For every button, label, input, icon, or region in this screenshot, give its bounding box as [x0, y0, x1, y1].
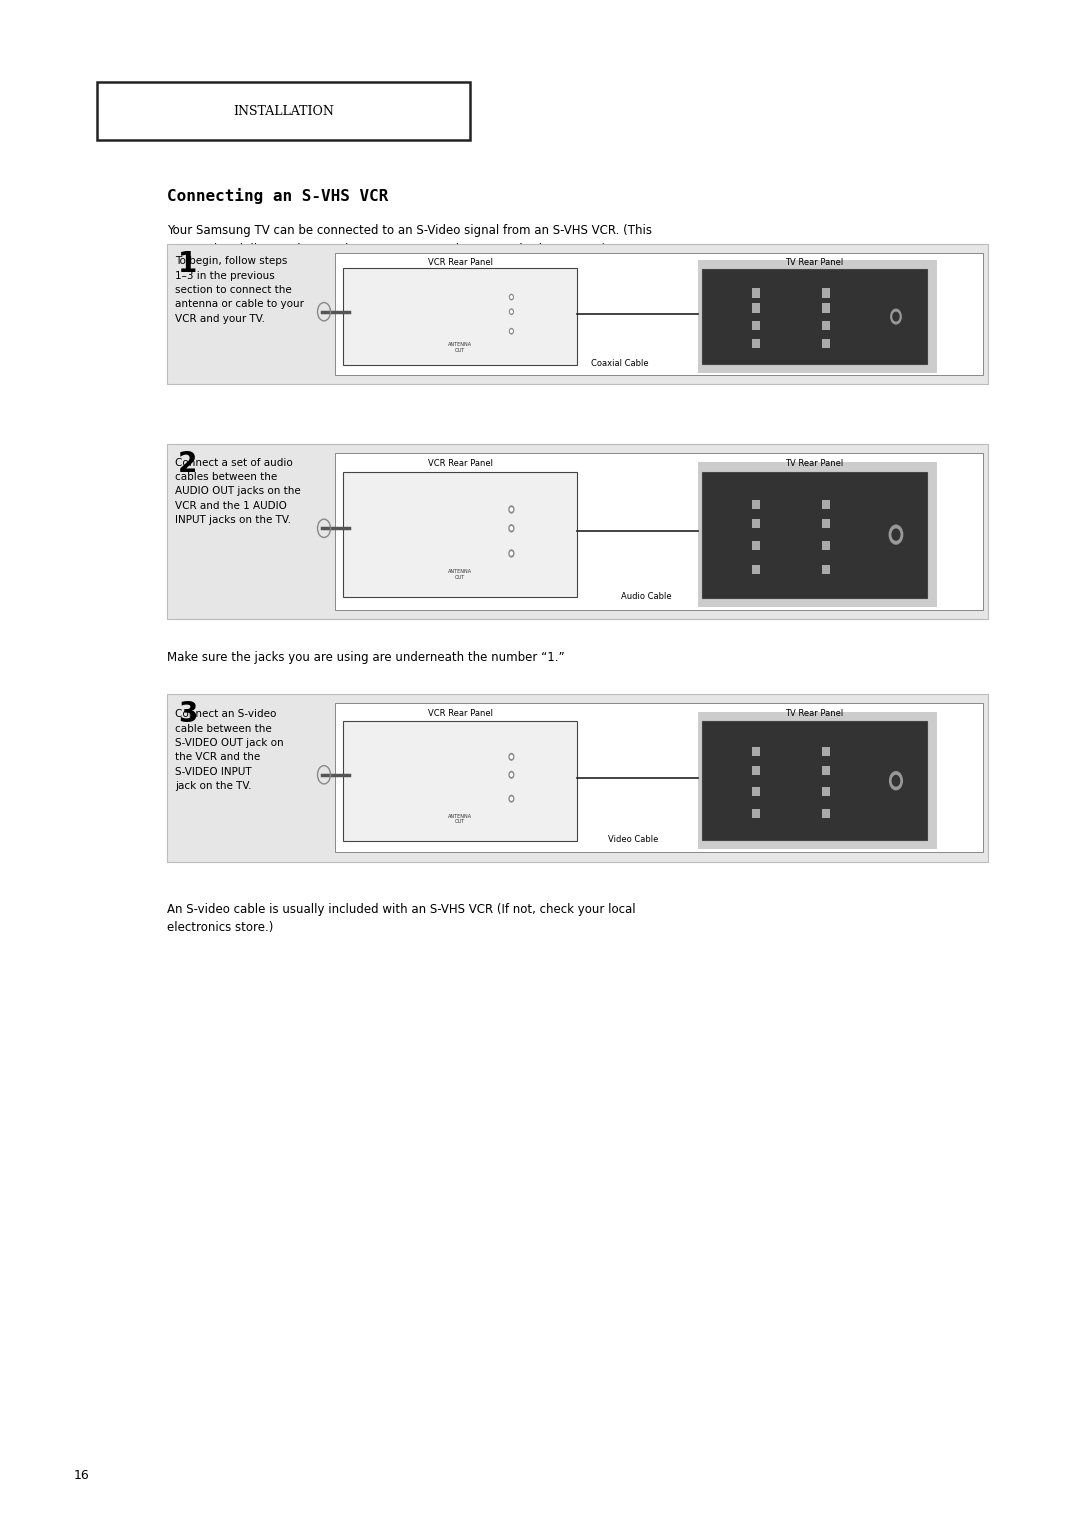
Text: ANTENNA
OUT: ANTENNA OUT	[448, 343, 472, 354]
Circle shape	[509, 753, 514, 759]
Bar	[752, 564, 760, 573]
Bar	[752, 500, 760, 509]
Circle shape	[889, 525, 903, 544]
Bar	[822, 810, 831, 819]
Text: Connecting an S-VHS VCR: Connecting an S-VHS VCR	[167, 188, 389, 203]
Bar	[702, 471, 927, 598]
Text: Coaxial Cable: Coaxial Cable	[591, 358, 649, 368]
Bar	[335, 253, 983, 375]
Bar	[698, 261, 937, 372]
Circle shape	[509, 525, 514, 532]
Bar	[167, 244, 988, 384]
Circle shape	[511, 311, 512, 313]
Circle shape	[510, 508, 513, 511]
Bar	[822, 747, 831, 756]
Text: Connect an S-video
cable between the
S-VIDEO OUT jack on
the VCR and the
S-VIDEO: Connect an S-video cable between the S-V…	[175, 709, 284, 791]
Circle shape	[893, 313, 899, 320]
Bar	[752, 303, 760, 313]
Bar	[343, 268, 577, 366]
Circle shape	[510, 552, 513, 555]
Bar	[752, 541, 760, 551]
Text: Audio Cable: Audio Cable	[621, 592, 671, 601]
Circle shape	[510, 328, 513, 334]
Circle shape	[891, 310, 901, 323]
Bar	[97, 82, 470, 140]
Bar	[343, 721, 577, 840]
Circle shape	[509, 506, 514, 512]
Text: ANTENNA
OUT: ANTENNA OUT	[448, 814, 472, 825]
Circle shape	[892, 776, 900, 785]
Bar	[335, 703, 983, 852]
Bar	[752, 747, 760, 756]
Text: Your Samsung TV can be connected to an S-Video signal from an S-VHS VCR. (This
c: Your Samsung TV can be connected to an S…	[167, 224, 652, 256]
Bar	[167, 444, 988, 619]
Bar	[343, 471, 577, 598]
Bar	[698, 462, 937, 607]
Text: VCR Rear Panel: VCR Rear Panel	[428, 459, 492, 468]
Text: 16: 16	[73, 1469, 90, 1482]
Text: TV Rear Panel: TV Rear Panel	[785, 709, 843, 718]
Text: An S-video cable is usually included with an S-VHS VCR (If not, check your local: An S-video cable is usually included wit…	[167, 903, 636, 935]
Bar	[822, 303, 831, 313]
Bar	[752, 766, 760, 775]
Bar	[822, 518, 831, 528]
Bar	[752, 320, 760, 329]
Bar	[752, 810, 760, 819]
Circle shape	[892, 529, 900, 540]
Bar	[822, 564, 831, 573]
Text: 3: 3	[178, 700, 198, 727]
Bar	[822, 541, 831, 551]
Text: To begin, follow steps
1–3 in the previous
section to connect the
antenna or cab: To begin, follow steps 1–3 in the previo…	[175, 256, 303, 323]
Bar	[698, 712, 937, 849]
Bar	[335, 453, 983, 610]
Bar	[752, 288, 760, 297]
Circle shape	[509, 772, 514, 778]
Text: TV Rear Panel: TV Rear Panel	[785, 459, 843, 468]
Bar	[167, 694, 988, 862]
Text: Make sure the jacks you are using are underneath the number “1.”: Make sure the jacks you are using are un…	[167, 651, 565, 665]
Bar	[822, 288, 831, 297]
Bar	[822, 339, 831, 348]
Bar	[822, 500, 831, 509]
Circle shape	[511, 773, 513, 776]
Bar	[702, 721, 927, 840]
Text: TV Rear Panel: TV Rear Panel	[785, 258, 843, 267]
Bar	[822, 787, 831, 796]
Text: INSTALLATION: INSTALLATION	[233, 105, 334, 117]
Circle shape	[510, 526, 513, 529]
Circle shape	[511, 329, 512, 332]
Bar	[752, 787, 760, 796]
Circle shape	[510, 294, 513, 300]
Circle shape	[509, 551, 514, 557]
Text: 1: 1	[178, 250, 198, 278]
Circle shape	[511, 755, 513, 758]
Text: VCR Rear Panel: VCR Rear Panel	[428, 258, 492, 267]
Text: 2: 2	[178, 450, 198, 477]
Circle shape	[509, 796, 514, 802]
Bar	[822, 320, 831, 329]
Bar	[752, 518, 760, 528]
Circle shape	[511, 798, 513, 801]
Text: VCR Rear Panel: VCR Rear Panel	[428, 709, 492, 718]
Circle shape	[510, 310, 513, 314]
Text: ANTENNA
OUT: ANTENNA OUT	[448, 569, 472, 580]
Bar	[752, 339, 760, 348]
Circle shape	[890, 772, 902, 790]
Bar	[822, 766, 831, 775]
Text: Connect a set of audio
cables between the
AUDIO OUT jacks on the
VCR and the 1 A: Connect a set of audio cables between th…	[175, 458, 300, 525]
Text: Video Cable: Video Cable	[608, 834, 658, 843]
Bar	[702, 268, 927, 364]
Circle shape	[511, 296, 512, 299]
